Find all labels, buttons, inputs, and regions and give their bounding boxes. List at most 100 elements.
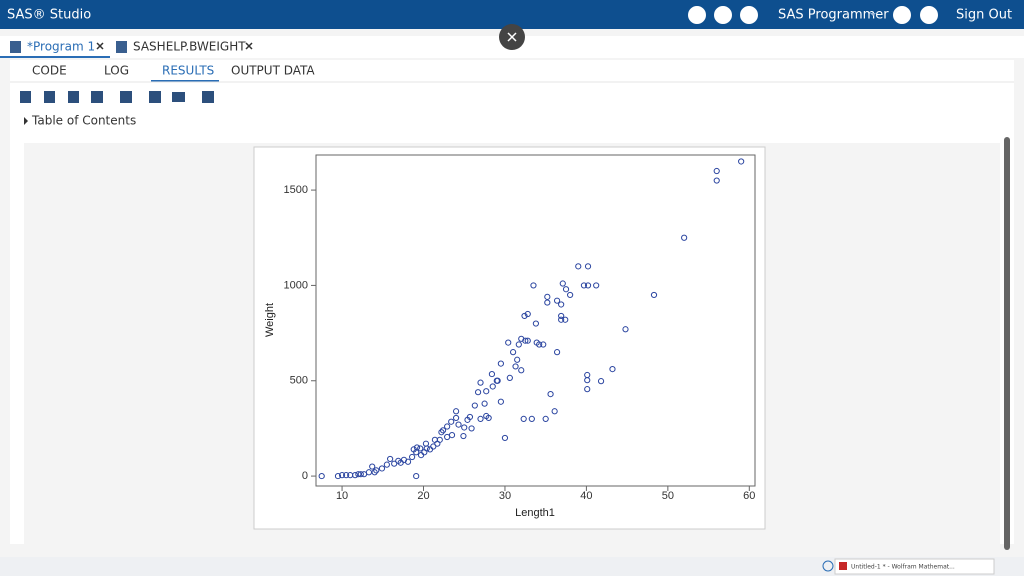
y-tick-label: 1500 — [284, 184, 308, 196]
point — [391, 460, 398, 467]
point — [383, 461, 390, 468]
tab-close[interactable] — [245, 42, 253, 50]
x-tick-label: 20 — [417, 490, 429, 502]
tab-close[interactable] — [96, 42, 104, 50]
point — [343, 472, 350, 479]
point — [559, 280, 566, 287]
point — [338, 472, 346, 479]
taskbar-app-icon — [839, 562, 847, 570]
x-tick-label: 60 — [743, 490, 755, 502]
point — [530, 282, 537, 289]
point — [528, 415, 535, 422]
point — [409, 453, 416, 461]
point — [540, 341, 547, 348]
point — [318, 472, 325, 480]
point — [533, 339, 540, 346]
x-tick-label: 10 — [336, 490, 348, 502]
tab-table[interactable]: SASHELP.BWEIGHT — [133, 40, 246, 54]
x-axis-label: Length1 — [515, 507, 555, 519]
taskbar — [0, 557, 1024, 576]
point — [532, 320, 540, 327]
scrollbar[interactable] — [1004, 137, 1010, 550]
header-icons[interactable] — [688, 6, 938, 24]
point — [439, 427, 447, 434]
point — [584, 386, 591, 393]
point — [489, 383, 496, 390]
point — [505, 339, 512, 346]
point — [448, 418, 455, 425]
sign-out[interactable]: Sign Out — [956, 8, 1012, 23]
plot-area — [315, 154, 756, 487]
point — [360, 471, 368, 478]
point — [434, 440, 441, 447]
point — [544, 293, 551, 300]
point — [369, 463, 376, 470]
point — [461, 424, 468, 431]
point — [515, 341, 522, 348]
toc-caret — [24, 117, 28, 125]
point — [650, 291, 658, 299]
x-tick-label: 40 — [580, 490, 592, 502]
subtab-log[interactable]: LOG — [104, 64, 129, 78]
tab-program[interactable]: *Program 1 — [27, 40, 95, 54]
subtab-output[interactable]: OUTPUT DATA — [231, 64, 315, 78]
taskbar-window-title: Untitled-1 * - Wolfram Mathemat... — [851, 564, 955, 571]
point — [347, 472, 354, 479]
tab-icon — [116, 41, 127, 53]
toc-toggle[interactable]: Table of Contents — [31, 114, 136, 128]
subtab-code[interactable]: CODE — [32, 64, 67, 78]
point — [455, 421, 462, 428]
taskbar-info[interactable] — [822, 560, 834, 572]
point — [355, 471, 362, 478]
point — [485, 414, 492, 422]
point — [544, 299, 551, 306]
point — [483, 388, 490, 395]
point — [417, 452, 425, 459]
point — [553, 297, 561, 304]
point — [609, 366, 616, 373]
point — [464, 416, 471, 423]
point — [471, 402, 478, 409]
point — [426, 446, 434, 453]
point — [738, 158, 745, 165]
point — [713, 177, 720, 184]
point — [497, 398, 504, 405]
point — [567, 291, 574, 299]
point — [512, 363, 519, 370]
point — [395, 457, 402, 464]
point — [334, 472, 342, 480]
point — [584, 263, 592, 270]
point — [460, 432, 467, 440]
point — [580, 282, 588, 289]
role-menu[interactable]: SAS Programmer — [778, 8, 889, 23]
point — [438, 429, 445, 436]
y-axis-label: Weight — [264, 303, 276, 337]
point — [584, 377, 591, 384]
subtab-results[interactable]: RESULTS — [162, 64, 214, 78]
point — [501, 434, 509, 442]
tab-icon — [10, 41, 21, 53]
point — [477, 379, 484, 386]
point — [497, 360, 504, 367]
point — [524, 337, 531, 344]
point — [551, 408, 558, 415]
point — [520, 415, 527, 422]
point — [514, 356, 521, 363]
point — [422, 440, 430, 447]
point — [713, 167, 720, 175]
close-x — [507, 32, 517, 42]
point — [468, 425, 475, 432]
point — [597, 378, 605, 385]
y-tick-label: 500 — [290, 375, 308, 387]
point — [477, 415, 484, 422]
point — [518, 367, 525, 374]
point — [562, 286, 570, 293]
x-tick-label: 30 — [499, 490, 511, 502]
point — [373, 467, 380, 474]
point — [448, 431, 456, 439]
toolbar[interactable] — [20, 91, 214, 103]
point — [452, 414, 460, 422]
point — [481, 400, 488, 407]
point — [584, 282, 592, 289]
taskbar-window[interactable] — [834, 558, 995, 575]
